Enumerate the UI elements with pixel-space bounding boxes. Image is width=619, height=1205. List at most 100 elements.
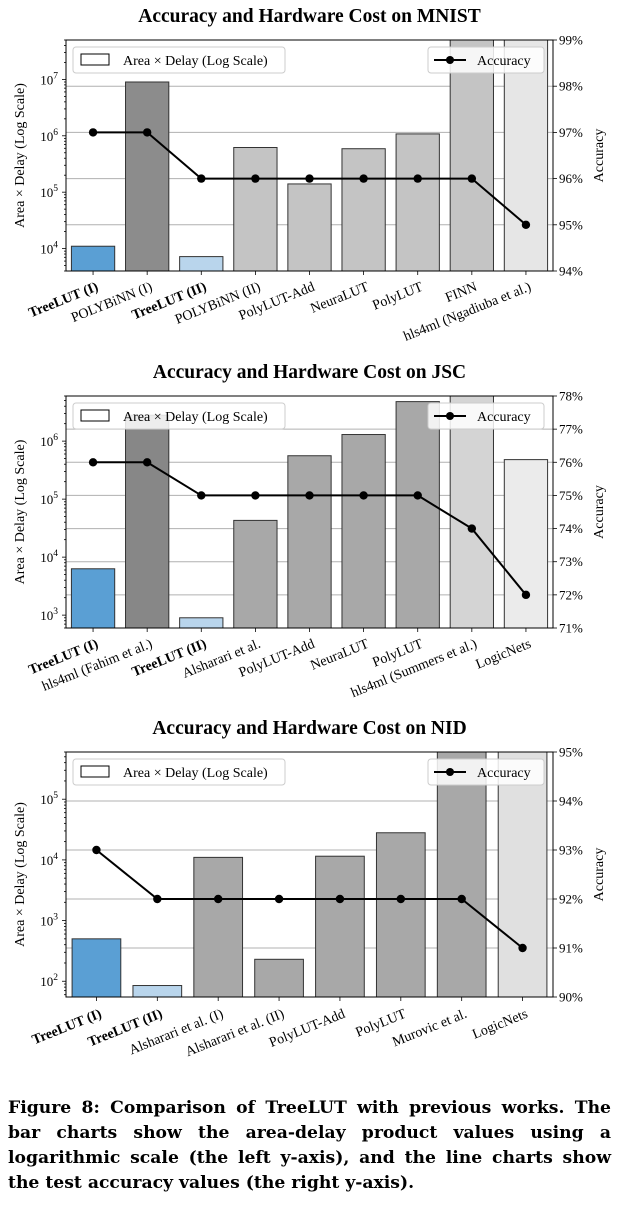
accuracy-point (396, 894, 406, 904)
ytick-label: 104 (40, 241, 58, 257)
ytick-label: 106 (40, 433, 58, 449)
accuracy-point (197, 174, 206, 183)
chart-title: Accuracy and Hardware Cost on JSC (153, 362, 466, 383)
chart-panel-2: Accuracy and Hardware Cost on JSC 103 104 1… (13, 362, 607, 701)
y2tick-label: 92% (559, 892, 583, 907)
y2tick-label: 74% (559, 521, 583, 536)
bar (70, 245, 116, 272)
y2tick-label: 71% (559, 621, 583, 636)
bar (341, 434, 386, 629)
bar (70, 568, 116, 629)
legend-line (427, 758, 545, 786)
y2tick-label: 93% (559, 843, 583, 858)
y2tick-label: 75% (559, 488, 583, 503)
y2tick-label: 99% (559, 33, 583, 48)
accuracy-point (518, 943, 527, 953)
bar (375, 832, 426, 998)
y-axis-label: Area × Delay (Log Scale) (13, 439, 28, 584)
accuracy-point (457, 894, 466, 904)
accuracy-point (413, 491, 422, 500)
accuracy-point (153, 894, 162, 904)
y2tick-label: 90% (559, 990, 583, 1005)
y2tick-label: 96% (559, 171, 583, 186)
figure-caption: Figure 8: Comparison of TreeLUT with pre… (8, 1098, 611, 1193)
chart-panel-1: Accuracy and Hardware Cost on MNIST 104 10… (13, 6, 607, 345)
y2tick-label: 98% (559, 79, 583, 94)
charts-figure: Accuracy and Hardware Cost on MNIST 104 10… (13, 6, 607, 1060)
accuracy-point (467, 524, 477, 533)
y-axis-label: Area × Delay (Log Scale) (13, 802, 28, 947)
y-axis-label: Area × Delay (Log Scale) (13, 83, 28, 228)
legend-bar-swatch (80, 409, 110, 422)
bar (179, 617, 224, 629)
xtick-label: LogicNets (470, 1007, 530, 1043)
accuracy-point (88, 128, 98, 137)
bar (395, 133, 440, 272)
chart-panel-3: Accuracy and Hardware Cost on NID 102 103 1… (13, 718, 607, 1060)
bar (449, 39, 494, 272)
y2tick-label: 77% (559, 422, 583, 437)
y2tick-label: 95% (559, 217, 583, 232)
accuracy-point (274, 894, 284, 904)
accuracy-point (521, 590, 531, 600)
plot-frame (65, 751, 554, 998)
y2tick-label: 95% (559, 745, 583, 760)
legend-bars-label: Area × Delay (Log Scale) (123, 54, 268, 69)
bar (503, 39, 549, 272)
y2tick-label: 76% (559, 455, 583, 470)
ytick-label: 107 (40, 71, 58, 87)
accuracy-point (413, 174, 422, 183)
accuracy-point (359, 491, 368, 500)
bar (254, 958, 304, 998)
xtick-label: NeuraLUT (309, 280, 372, 317)
accuracy-point (197, 491, 206, 500)
accuracy-point (92, 845, 101, 855)
legend-bars (72, 758, 286, 786)
accuracy-point (142, 458, 152, 467)
accuracy-line (95, 849, 524, 949)
y2tick-label: 91% (559, 941, 583, 956)
accuracy-point (142, 128, 152, 137)
ytick-label: 103 (40, 913, 58, 929)
ytick-label: 102 (40, 973, 58, 989)
accuracy-point (521, 220, 531, 229)
legend-line-marker (446, 768, 454, 776)
bar (287, 183, 332, 272)
y2tick-label: 97% (559, 125, 583, 140)
legend-bars (72, 402, 286, 430)
legend-line-marker (446, 56, 454, 64)
ytick-label: 106 (40, 128, 58, 144)
legend-line-marker (446, 412, 454, 420)
ytick-label: 105 (40, 491, 58, 507)
bar (179, 256, 224, 272)
y2tick-label: 94% (559, 264, 583, 279)
y2tick-label: 94% (559, 794, 583, 809)
accuracy-point (335, 894, 345, 904)
bar (287, 455, 332, 629)
xtick-label: LogicNets (474, 637, 534, 673)
legend-bars (72, 46, 286, 74)
accuracy-point (88, 458, 98, 467)
legend-bar-swatch (80, 765, 110, 778)
ytick-label: 104 (40, 549, 58, 565)
y2tick-label: 72% (559, 587, 583, 602)
accuracy-point (467, 174, 477, 183)
y2tick-label: 78% (559, 389, 583, 404)
bar (233, 519, 278, 629)
accuracy-point (305, 174, 314, 183)
y2-axis-label: Accuracy (592, 129, 607, 183)
bar (315, 855, 365, 998)
chart-title: Accuracy and Hardware Cost on NID (152, 718, 466, 739)
y2tick-label: 73% (559, 554, 583, 569)
chart-title: Accuracy and Hardware Cost on MNIST (138, 6, 481, 27)
accuracy-point (251, 491, 260, 500)
y2-axis-label: Accuracy (592, 848, 607, 902)
ytick-label: 104 (40, 852, 58, 868)
bar (233, 147, 278, 272)
accuracy-point (251, 174, 260, 183)
bar (71, 938, 122, 998)
bar (395, 401, 440, 629)
legend-bars-label: Area × Delay (Log Scale) (123, 766, 268, 781)
legend-line (427, 402, 545, 430)
bar (132, 985, 183, 998)
